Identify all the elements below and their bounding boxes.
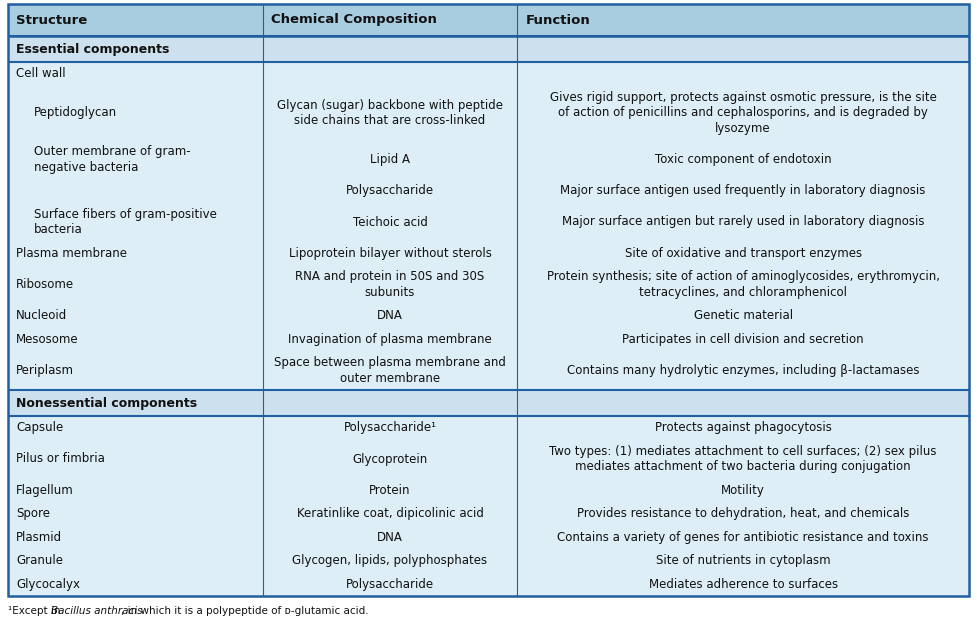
Text: Polysaccharide: Polysaccharide: [346, 184, 434, 198]
Bar: [8, 502, 969, 525]
Text: Polysaccharide: Polysaccharide: [346, 577, 434, 591]
Bar: [8, 549, 969, 572]
Text: Lipoprotein bilayer without sterols: Lipoprotein bilayer without sterols: [288, 247, 491, 260]
Bar: [8, 36, 969, 62]
Text: Essential components: Essential components: [16, 43, 169, 56]
Text: Polysaccharide¹: Polysaccharide¹: [344, 421, 437, 435]
Bar: [8, 416, 969, 440]
Text: Ribosome: Ribosome: [16, 278, 74, 291]
Text: Chemical Composition: Chemical Composition: [271, 14, 437, 26]
Bar: [8, 62, 969, 85]
Text: DNA: DNA: [377, 309, 403, 322]
Text: Glycoprotein: Glycoprotein: [353, 453, 428, 465]
Text: Gives rigid support, protects against osmotic pressure, is the site: Gives rigid support, protects against os…: [550, 91, 937, 103]
Text: Genetic material: Genetic material: [694, 309, 792, 322]
Text: Granule: Granule: [16, 554, 63, 567]
Text: Outer membrane of gram-: Outer membrane of gram-: [34, 145, 191, 158]
Text: Two types: (1) mediates attachment to cell surfaces; (2) sex pilus: Two types: (1) mediates attachment to ce…: [549, 445, 937, 458]
Text: Teichoic acid: Teichoic acid: [353, 216, 427, 228]
Bar: [8, 351, 969, 390]
Text: bacteria: bacteria: [34, 223, 83, 236]
Bar: [8, 304, 969, 327]
Text: Keratinlike coat, dipicolinic acid: Keratinlike coat, dipicolinic acid: [297, 507, 484, 520]
Text: Nonessential components: Nonessential components: [16, 396, 197, 409]
Text: Periplasm: Periplasm: [16, 364, 74, 377]
Text: RNA and protein in 50S and 30S: RNA and protein in 50S and 30S: [295, 270, 485, 283]
Text: Peptidoglycan: Peptidoglycan: [34, 106, 117, 119]
Bar: [8, 179, 969, 203]
Text: Pilus or fimbria: Pilus or fimbria: [16, 453, 105, 465]
Text: negative bacteria: negative bacteria: [34, 161, 139, 174]
Text: Mesosome: Mesosome: [16, 333, 78, 345]
Bar: [8, 572, 969, 596]
Bar: [8, 4, 969, 36]
Text: Invagination of plasma membrane: Invagination of plasma membrane: [288, 333, 491, 345]
Text: Mediates adherence to surfaces: Mediates adherence to surfaces: [649, 577, 837, 591]
Text: side chains that are cross-linked: side chains that are cross-linked: [294, 114, 486, 127]
Bar: [8, 525, 969, 549]
Text: Cell wall: Cell wall: [16, 67, 65, 80]
Bar: [8, 203, 969, 241]
Text: ¹Except in: ¹Except in: [8, 606, 64, 616]
Text: , in which it is a polypeptide of ᴅ-glutamic acid.: , in which it is a polypeptide of ᴅ-glut…: [121, 606, 368, 616]
Text: Participates in cell division and secretion: Participates in cell division and secret…: [622, 333, 864, 345]
Text: Contains a variety of genes for antibiotic resistance and toxins: Contains a variety of genes for antibiot…: [558, 530, 929, 544]
Text: lysozyme: lysozyme: [715, 122, 771, 135]
Text: Lipid A: Lipid A: [370, 153, 410, 166]
Text: Surface fibers of gram-positive: Surface fibers of gram-positive: [34, 208, 217, 221]
Bar: [8, 241, 969, 265]
Text: Provides resistance to dehydration, heat, and chemicals: Provides resistance to dehydration, heat…: [577, 507, 910, 520]
Bar: [8, 85, 969, 140]
Bar: [8, 140, 969, 179]
Text: Protein synthesis; site of action of aminoglycosides, erythromycin,: Protein synthesis; site of action of ami…: [547, 270, 940, 283]
Text: of action of penicillins and cephalosporins, and is degraded by: of action of penicillins and cephalospor…: [558, 106, 928, 119]
Text: Space between plasma membrane and: Space between plasma membrane and: [275, 356, 506, 369]
Bar: [8, 327, 969, 351]
Text: Contains many hydrolytic enzymes, including β-lactamases: Contains many hydrolytic enzymes, includ…: [567, 364, 919, 377]
Text: Site of nutrients in cytoplasm: Site of nutrients in cytoplasm: [656, 554, 830, 567]
Text: Glycogen, lipids, polyphosphates: Glycogen, lipids, polyphosphates: [292, 554, 488, 567]
Text: DNA: DNA: [377, 530, 403, 544]
Bar: [8, 440, 969, 478]
Text: Glycan (sugar) backbone with peptide: Glycan (sugar) backbone with peptide: [277, 98, 503, 112]
Text: mediates attachment of two bacteria during conjugation: mediates attachment of two bacteria duri…: [575, 460, 911, 473]
Text: Glycocalyx: Glycocalyx: [16, 577, 80, 591]
Text: Protein: Protein: [369, 484, 410, 497]
Text: Protects against phagocytosis: Protects against phagocytosis: [655, 421, 831, 435]
Bar: [8, 390, 969, 416]
Text: Flagellum: Flagellum: [16, 484, 73, 497]
Text: Plasma membrane: Plasma membrane: [16, 247, 127, 260]
Text: Plasmid: Plasmid: [16, 530, 63, 544]
Text: tetracyclines, and chloramphenicol: tetracyclines, and chloramphenicol: [639, 286, 847, 298]
Text: Site of oxidative and transport enzymes: Site of oxidative and transport enzymes: [624, 247, 862, 260]
Bar: [8, 478, 969, 502]
Text: subunits: subunits: [364, 286, 415, 298]
Text: Major surface antigen but rarely used in laboratory diagnosis: Major surface antigen but rarely used in…: [562, 216, 924, 228]
Bar: [8, 265, 969, 304]
Text: Structure: Structure: [16, 14, 87, 26]
Text: Spore: Spore: [16, 507, 50, 520]
Text: Function: Function: [526, 14, 590, 26]
Text: Toxic component of endotoxin: Toxic component of endotoxin: [655, 153, 831, 166]
Text: Capsule: Capsule: [16, 421, 64, 435]
Text: Major surface antigen used frequently in laboratory diagnosis: Major surface antigen used frequently in…: [561, 184, 926, 198]
Text: outer membrane: outer membrane: [340, 372, 440, 385]
Text: Nucleoid: Nucleoid: [16, 309, 67, 322]
Text: Motility: Motility: [721, 484, 765, 497]
Text: Bacillus anthracis: Bacillus anthracis: [51, 606, 143, 616]
